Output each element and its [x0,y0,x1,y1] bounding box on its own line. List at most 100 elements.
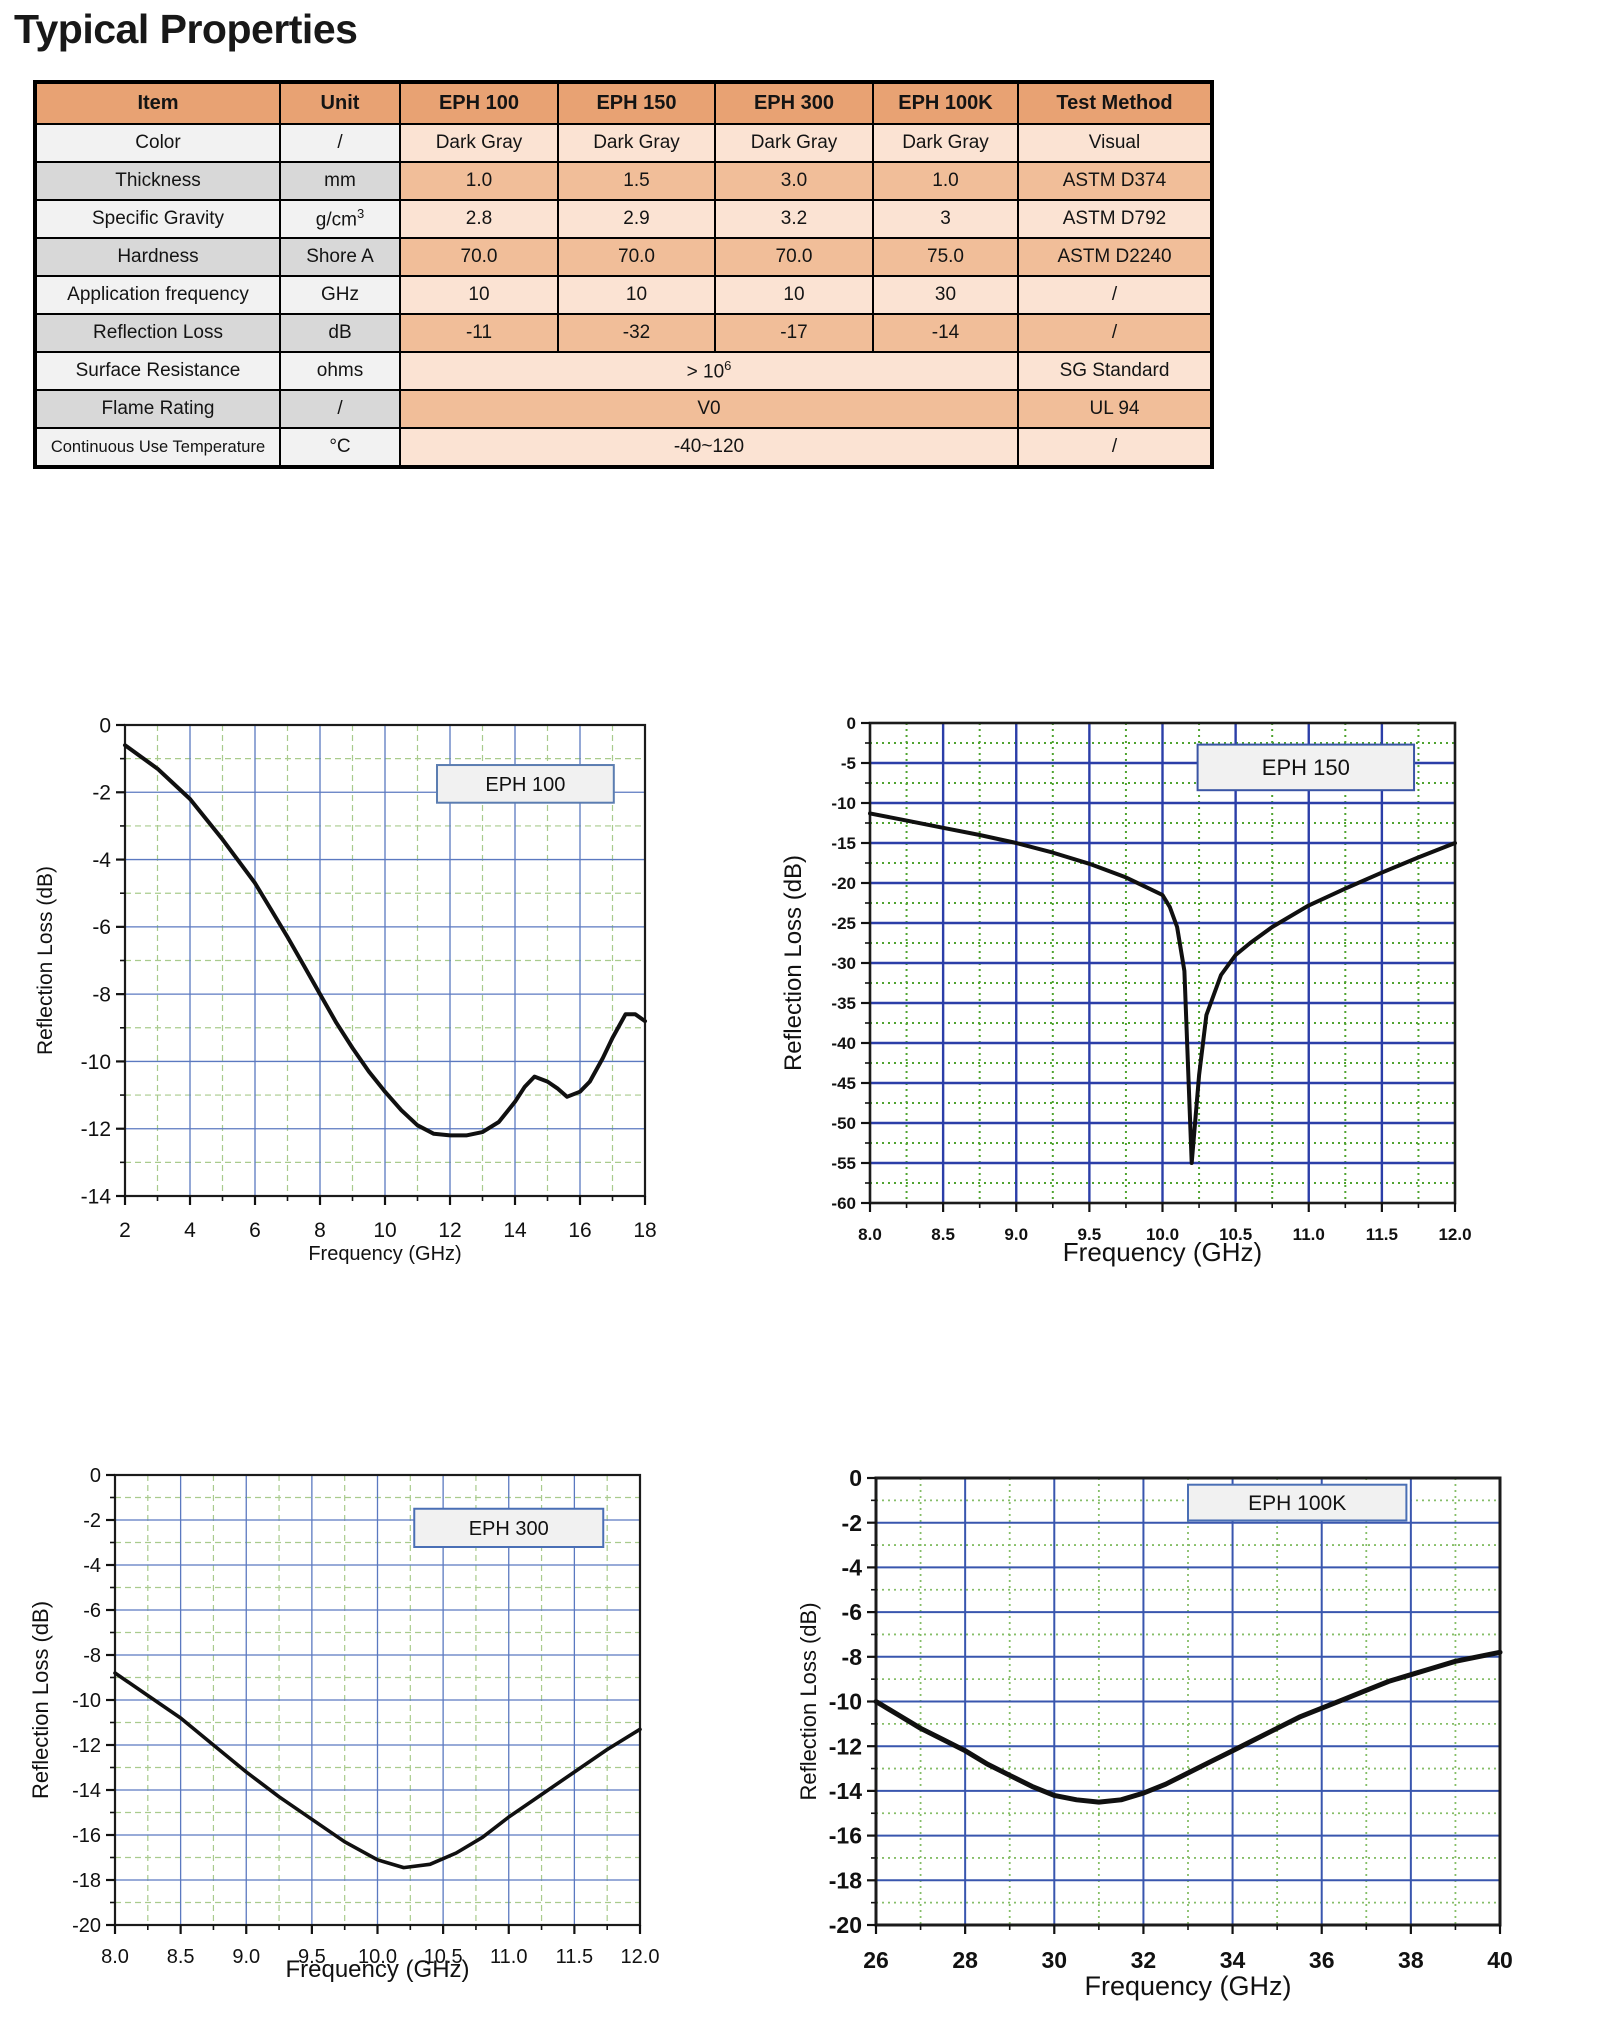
svg-text:32: 32 [1131,1947,1157,1973]
legend-box [1196,743,1416,792]
svg-text:18: 18 [633,1219,656,1242]
svg-text:-2: -2 [842,1510,862,1536]
row-test-method: ASTM D374 [1017,161,1213,201]
chart-eph100: 2 4 6 8 10 12 14 16 18 -14 -12 -10 -8 -6 -4 -2 0 Frequenc… [20,685,660,1293]
row-value-cell: 3 [872,199,1019,239]
chart-eph300: 8.0 8.5 9.0 9.5 10.0 10.5 11.0 11.5 12.0 -20 -18 -1… [20,1440,670,2020]
chart-eph300-plot: 8.0 8.5 9.0 9.5 10.0 10.5 11.0 11.5 12.0-20-18-1… [28,1465,659,1983]
row-value-cell: 10 [714,275,874,315]
row-test-method: / [1017,313,1213,353]
row-test-method: ASTM D792 [1017,199,1213,239]
svg-text:-14: -14 [81,1185,112,1208]
row-item-label: Application frequency [34,275,281,315]
table-header-test-method: Test Method [1017,81,1213,125]
row-value-cell: 2.8 [399,199,559,239]
row-value-cell: 10 [557,275,716,315]
svg-text:-14: -14 [72,1780,101,1802]
svg-text:9.5: 9.5 [1078,1225,1102,1244]
svg-text:28: 28 [952,1947,978,1973]
svg-text:-20: -20 [831,874,856,893]
reflection-loss-curve [868,811,1457,1165]
svg-text:8: 8 [314,1219,326,1242]
svg-text:-15: -15 [831,834,856,853]
svg-text:8.0: 8.0 [101,1946,129,1968]
row-test-method: Visual [1017,123,1213,163]
svg-text:36: 36 [1309,1947,1335,1973]
typical-properties-table: Item Unit EPH 100 EPH 150 EPH 300 EPH 100K Tes… [33,80,1214,469]
page-title: Typical Properties [14,6,358,52]
row-unit: mm [279,161,401,201]
svg-text:-60: -60 [831,1194,856,1213]
svg-text:Frequency (GHz): Frequency (GHz) [285,1956,469,1983]
row-unit: g/cm3 [279,199,401,239]
svg-text:-14: -14 [829,1778,862,1804]
table-row: Surface Resistance ohms > 106 SG Standard [34,351,1213,391]
svg-text:11.0: 11.0 [490,1946,527,1968]
table-header-eph-100k: EPH 100K [872,81,1019,125]
svg-text:0: 0 [90,1465,101,1487]
svg-text:-12: -12 [829,1733,862,1759]
svg-text:30: 30 [1041,1947,1067,1973]
svg-text:11.0: 11.0 [1293,1225,1325,1244]
svg-text:-10: -10 [72,1690,101,1712]
row-unit: GHz [279,275,401,315]
chart-eph100-plot: 2 4 6 8 10 12 14 16 18 -14 -12 -10 -8 -6 -4 -2 0 Frequenc… [34,714,657,1265]
table-row: Application frequency GHz 10 10 10 30/ [34,275,1213,315]
row-test-method: / [1017,275,1213,315]
row-unit: °C [279,427,401,468]
legend-box [436,764,615,804]
row-value-cell: 70.0 [557,237,716,277]
chart-eph150: 8.0 8.5 9.0 9.5 10.0 10.5 11.0 11.5 12.0 -60 -55 -5… [775,685,1585,1285]
row-value-cell: 3.2 [714,199,874,239]
svg-text:Frequency (GHz): Frequency (GHz) [1084,1971,1291,2001]
svg-text:-2: -2 [92,782,111,805]
svg-text:0: 0 [849,1465,862,1491]
svg-text:34: 34 [1220,1947,1246,1973]
svg-text:EPH 100: EPH 100 [485,774,565,796]
svg-text:38: 38 [1398,1947,1424,1973]
svg-text:-50: -50 [831,1114,856,1133]
svg-text:-10: -10 [829,1689,862,1715]
svg-text:-30: -30 [831,954,856,973]
svg-text:Reflection Loss (dB): Reflection Loss (dB) [796,1602,821,1800]
svg-text:-45: -45 [831,1074,856,1093]
row-merged-value-cell: -40~120 [399,427,1019,468]
row-value-cell: 2.9 [557,199,716,239]
svg-text:-12: -12 [81,1118,111,1141]
table-row: Flame Rating / V0 UL 94 [34,389,1213,429]
table-row: Color / Dark Gray Dark Gray Dark Gray Dark Gr… [34,123,1213,163]
svg-text:9.0: 9.0 [1004,1225,1028,1244]
row-item-label: Flame Rating [34,389,281,429]
svg-text:11.5: 11.5 [556,1946,593,1968]
table-row: Continuous Use Temperature °C -40~120/ [34,427,1213,468]
svg-text:4: 4 [184,1219,196,1242]
svg-text:-12: -12 [72,1735,101,1757]
svg-text:-5: -5 [841,754,856,773]
chart-eph150-plot: 8.0 8.5 9.0 9.5 10.0 10.5 11.0 11.5 12.0 -60 -55 -5… [780,714,1472,1267]
table-row: Specific Gravity g/cm3 2.8 2.9 3.2 3 ASTM D792 [34,199,1213,239]
row-test-method: UL 94 [1017,389,1213,429]
row-value-cell: -32 [557,313,716,353]
chart-eph100k: 26 28 30 32 34 36 38 40 -20 -18 -16 -14 -12 -10 -8 -6 -4… [630,1445,1600,2043]
svg-text:-18: -18 [72,1870,101,1892]
svg-text:-8: -8 [83,1645,101,1667]
svg-text:10.5: 10.5 [1219,1225,1252,1244]
row-unit: ohms [279,351,401,391]
row-value-cell: 30 [872,275,1019,315]
row-test-method: SG Standard [1017,351,1213,391]
row-value-cell: Dark Gray [557,123,716,163]
row-value-cell: 70.0 [399,237,559,277]
svg-text:8.5: 8.5 [167,1946,195,1968]
row-value-cell: 70.0 [714,237,874,277]
svg-text:16: 16 [568,1219,591,1242]
svg-text:12.0: 12.0 [1438,1225,1471,1244]
table-row: Thickness mm 1.0 1.5 3.0 1.0 ASTM D374 [34,161,1213,201]
svg-text:10.5: 10.5 [424,1946,463,1968]
row-value-cell: 10 [399,275,559,315]
table-header-eph-300: EPH 300 [714,81,874,125]
svg-text:-2: -2 [83,1510,101,1532]
row-merged-value-cell: V0 [399,389,1019,429]
svg-text:14: 14 [503,1219,527,1242]
svg-text:8.5: 8.5 [931,1225,955,1244]
